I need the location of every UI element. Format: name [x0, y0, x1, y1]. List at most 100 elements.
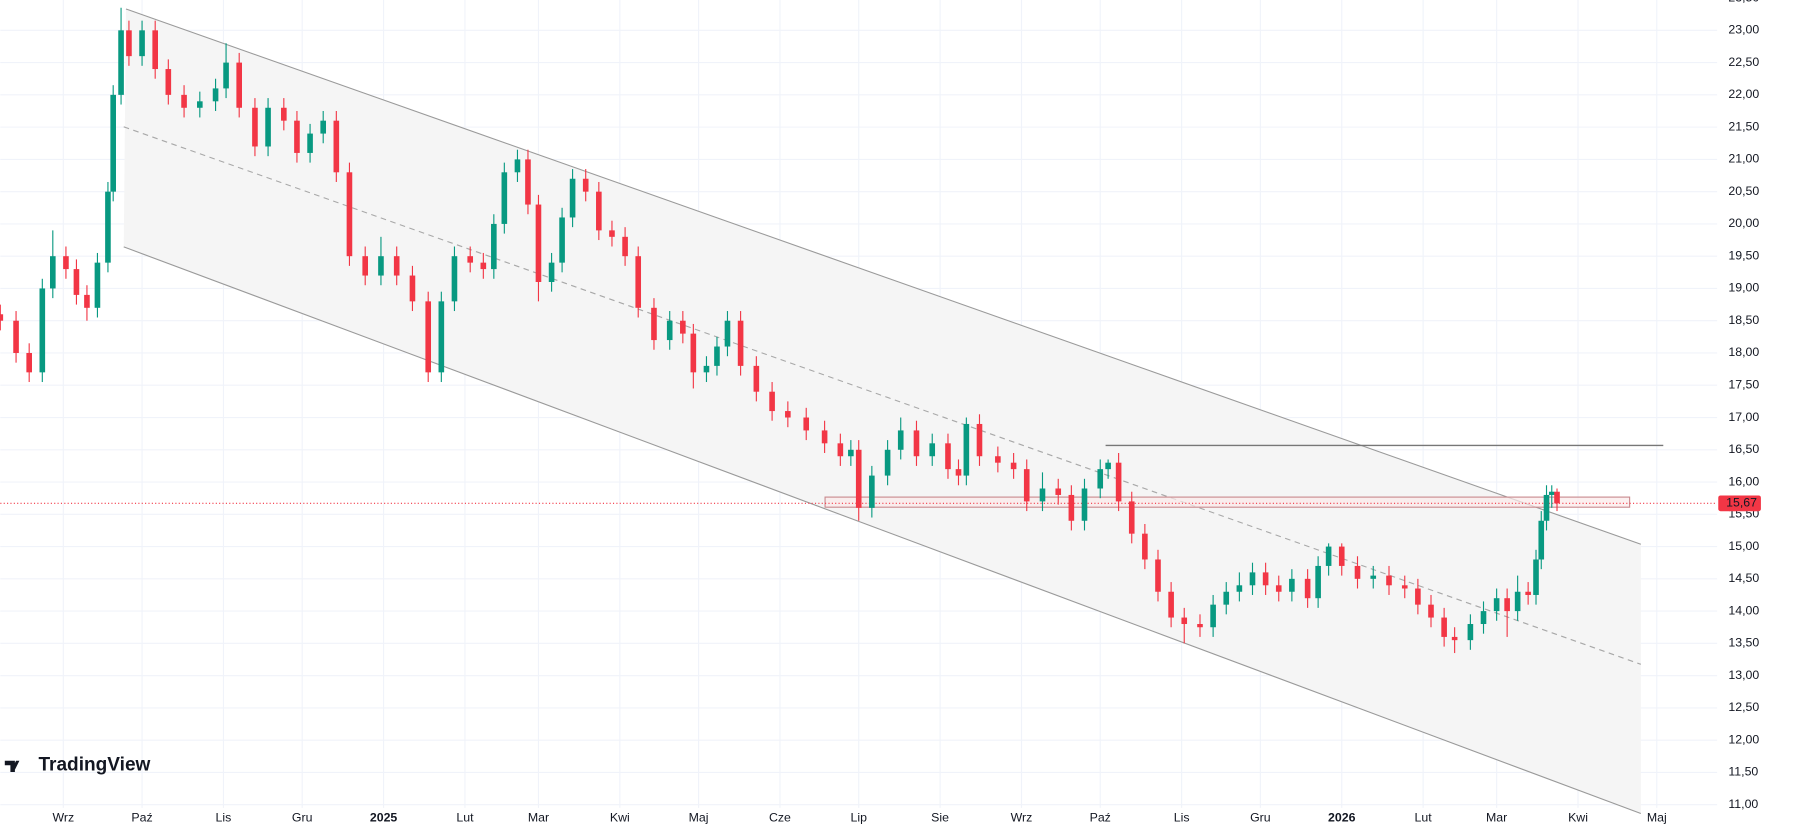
- candle-body: [320, 120, 327, 134]
- y-tick-label: 22,00: [1728, 87, 1759, 101]
- candle-body: [1467, 624, 1474, 641]
- candle-body: [1480, 611, 1487, 625]
- candle-body: [535, 204, 542, 282]
- y-tick-label: 18,00: [1728, 345, 1759, 359]
- candle-body: [963, 423, 970, 476]
- candle-body: [1197, 624, 1203, 628]
- y-tick-label: 17,50: [1728, 378, 1759, 392]
- y-tick-label: 21,50: [1728, 119, 1759, 133]
- logo: TradingView: [4, 754, 151, 775]
- candle-body: [165, 69, 172, 95]
- candle-body: [897, 430, 904, 450]
- candle-body: [84, 294, 90, 308]
- candle-body: [1304, 578, 1311, 599]
- candle-body: [666, 320, 673, 341]
- x-tick-label: Lis: [216, 810, 232, 824]
- candle-body: [333, 120, 340, 173]
- candle-body: [425, 301, 432, 373]
- x-tick-label: Cze: [769, 810, 791, 824]
- candle-body: [955, 469, 962, 476]
- x-tick-label: Sie: [931, 810, 949, 824]
- candle-body: [651, 307, 657, 341]
- candle-body: [769, 391, 775, 412]
- candle-body: [976, 423, 983, 457]
- candle-body: [252, 107, 258, 147]
- candle-body: [1525, 591, 1531, 595]
- x-tick-label: Lis: [1174, 810, 1190, 824]
- candle-body: [1055, 488, 1062, 495]
- candle-body: [785, 411, 791, 418]
- candle-body: [236, 62, 242, 108]
- candle-body: [307, 133, 313, 153]
- candle-body: [294, 120, 300, 153]
- candle-body: [514, 159, 521, 173]
- x-tick-label: Mar: [1486, 810, 1507, 824]
- candle-body: [1097, 469, 1104, 489]
- candle-body: [609, 230, 615, 237]
- candle-body: [1554, 491, 1560, 504]
- candle-body: [73, 269, 80, 295]
- x-tick-label: Maj: [689, 810, 709, 824]
- candle-body: [1401, 585, 1408, 589]
- candle-body: [1128, 501, 1135, 534]
- candle-body: [1325, 546, 1332, 566]
- y-tick-label: 11,50: [1728, 765, 1758, 779]
- x-tick-label: Wrz: [52, 810, 74, 824]
- candle-body: [491, 223, 497, 270]
- candle-body: [596, 191, 602, 231]
- y-tick-label: 23,50: [1728, 0, 1759, 4]
- channel-lower: [123, 246, 1642, 815]
- channel-fill: [123, 8, 1641, 814]
- logo-icon: [4, 760, 20, 773]
- candle-body: [821, 430, 828, 444]
- candle-body: [409, 275, 416, 302]
- candle-body: [753, 365, 760, 392]
- candle-body: [501, 172, 508, 224]
- candle-body: [181, 94, 187, 108]
- candle-body: [1010, 462, 1017, 470]
- candle-body: [848, 449, 854, 457]
- y-tick-label: 17,00: [1728, 410, 1759, 424]
- candle-body: [1289, 578, 1295, 592]
- axes: 11,00 11,50 12,00 12,50 13,00 13,50 14,00 14,50…: [52, 0, 1761, 824]
- candle-body: [1210, 604, 1216, 628]
- candle-body: [1354, 565, 1361, 579]
- last-price-tag: [1718, 495, 1761, 512]
- candle-body: [1168, 591, 1174, 618]
- y-tick-label: 21,00: [1728, 152, 1759, 166]
- y-tick-label: 20,50: [1728, 184, 1759, 198]
- x-tick-label: Paź: [1090, 810, 1111, 824]
- candle-body: [110, 94, 116, 192]
- candle-body: [281, 107, 287, 121]
- y-tick-label: 12,50: [1728, 700, 1759, 714]
- candle-body: [39, 288, 46, 373]
- candle-body: [438, 301, 445, 373]
- candle-body: [451, 256, 458, 302]
- candle-body: [1115, 462, 1122, 502]
- candle-body: [1023, 469, 1030, 502]
- x-tick-label: Kwi: [610, 810, 630, 824]
- candle-body: [1142, 533, 1148, 560]
- x-tick-label: Gru: [292, 810, 313, 824]
- y-tick-label: 13,50: [1728, 636, 1759, 650]
- candle-body: [929, 443, 936, 457]
- candle-body: [1081, 488, 1088, 521]
- candle-body: [635, 256, 642, 308]
- candle-body: [1249, 572, 1256, 586]
- candle-body: [1275, 585, 1282, 592]
- candle-body: [703, 365, 710, 373]
- candle-body: [50, 256, 56, 289]
- x-tick-label: 2026: [1328, 810, 1356, 824]
- y-tick-label: 12,00: [1728, 732, 1759, 746]
- candle-body: [913, 430, 920, 457]
- candle-body: [1262, 572, 1269, 586]
- y-tick-label: 20,00: [1728, 216, 1759, 230]
- candle-body: [525, 159, 531, 205]
- y-tick-label: 23,00: [1728, 23, 1759, 37]
- candle-body: [995, 456, 1001, 463]
- candle-body: [1223, 591, 1230, 605]
- candle-body: [1533, 559, 1539, 595]
- candle-body: [569, 178, 576, 218]
